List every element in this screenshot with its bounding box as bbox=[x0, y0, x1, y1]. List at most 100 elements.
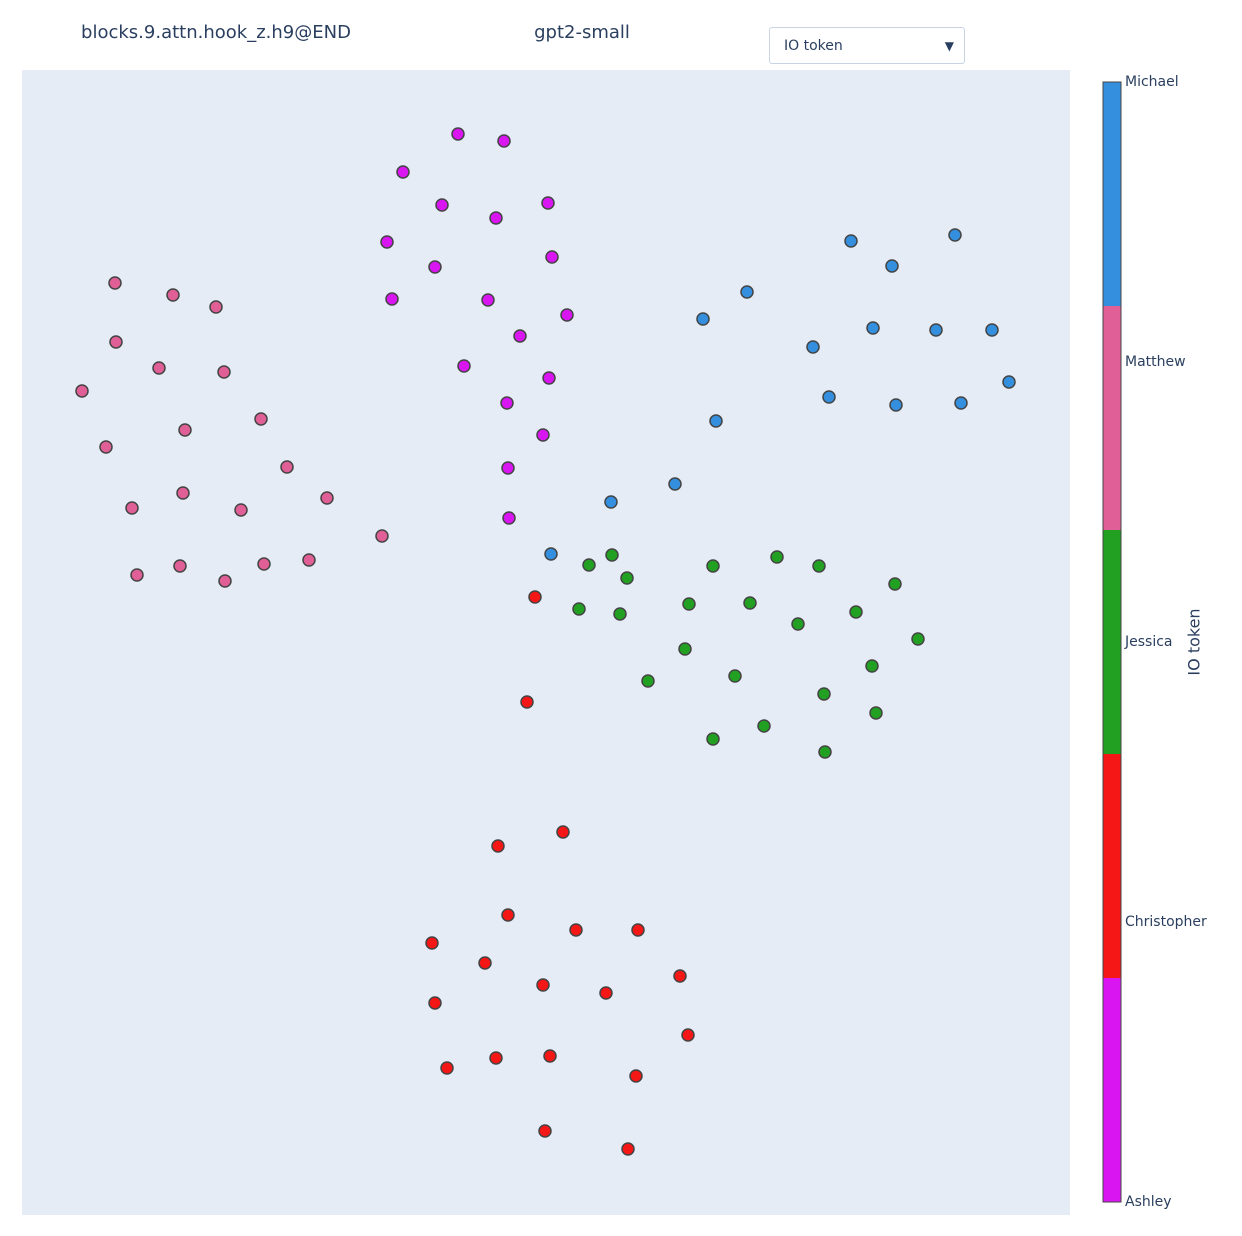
point bbox=[428, 996, 442, 1010]
point bbox=[543, 1049, 557, 1063]
point bbox=[75, 384, 89, 398]
point bbox=[556, 825, 570, 839]
point bbox=[544, 547, 558, 561]
colorbar-label: Michael bbox=[1125, 74, 1179, 90]
point bbox=[668, 477, 682, 491]
point bbox=[791, 617, 805, 631]
colorbar-segment bbox=[1103, 754, 1121, 978]
point bbox=[866, 321, 880, 335]
point bbox=[757, 719, 771, 733]
point bbox=[380, 235, 394, 249]
point bbox=[501, 908, 515, 922]
point bbox=[428, 260, 442, 274]
point bbox=[125, 501, 139, 515]
point bbox=[502, 511, 516, 525]
point bbox=[280, 460, 294, 474]
point bbox=[604, 495, 618, 509]
point bbox=[706, 732, 720, 746]
dropdown-arrow: ▼ bbox=[944, 39, 954, 53]
colorbar-label: Matthew bbox=[1125, 354, 1186, 370]
point bbox=[629, 1069, 643, 1083]
point bbox=[178, 423, 192, 437]
point bbox=[218, 574, 232, 588]
point bbox=[743, 596, 757, 610]
point bbox=[520, 695, 534, 709]
point bbox=[478, 956, 492, 970]
point bbox=[929, 323, 943, 337]
point bbox=[888, 577, 902, 591]
point bbox=[812, 559, 826, 573]
point bbox=[500, 396, 514, 410]
colorbar-segment bbox=[1103, 82, 1121, 306]
point bbox=[1002, 375, 1016, 389]
point bbox=[545, 250, 559, 264]
colorbar-border bbox=[1102, 81, 1122, 1203]
point bbox=[99, 440, 113, 454]
point bbox=[673, 969, 687, 983]
point bbox=[569, 923, 583, 937]
point bbox=[440, 1061, 454, 1075]
chart-subtitle: gpt2-small bbox=[534, 22, 630, 43]
point bbox=[605, 548, 619, 562]
point bbox=[108, 276, 122, 290]
point bbox=[217, 365, 231, 379]
point bbox=[302, 553, 316, 567]
point bbox=[599, 986, 613, 1000]
point bbox=[865, 659, 879, 673]
point bbox=[849, 605, 863, 619]
point bbox=[451, 127, 465, 141]
point bbox=[435, 198, 449, 212]
point bbox=[728, 669, 742, 683]
point bbox=[709, 414, 723, 428]
point bbox=[457, 359, 471, 373]
point bbox=[681, 1028, 695, 1042]
point bbox=[209, 300, 223, 314]
dropdown[interactable]: IO token ▼ bbox=[769, 27, 965, 64]
point bbox=[166, 288, 180, 302]
point bbox=[542, 371, 556, 385]
point bbox=[130, 568, 144, 582]
colorbar-segment bbox=[1103, 530, 1121, 754]
point bbox=[954, 396, 968, 410]
point bbox=[682, 597, 696, 611]
point bbox=[375, 529, 389, 543]
point bbox=[889, 398, 903, 412]
point bbox=[152, 361, 166, 375]
point bbox=[885, 259, 899, 273]
point bbox=[678, 642, 692, 656]
colorbar-label: Ashley bbox=[1125, 1194, 1172, 1210]
point bbox=[257, 557, 271, 571]
dropdown-label: IO token bbox=[784, 38, 843, 54]
point bbox=[489, 1051, 503, 1065]
point bbox=[254, 412, 268, 426]
point bbox=[541, 196, 555, 210]
point bbox=[538, 1124, 552, 1138]
point bbox=[696, 312, 710, 326]
point bbox=[582, 558, 596, 572]
colorbar-segment bbox=[1103, 306, 1121, 530]
chart-title: blocks.9.attn.hook_z.h9@END bbox=[81, 22, 351, 43]
point bbox=[385, 292, 399, 306]
point bbox=[173, 559, 187, 573]
point bbox=[818, 745, 832, 759]
point bbox=[706, 559, 720, 573]
point bbox=[396, 165, 410, 179]
point bbox=[621, 1142, 635, 1156]
point bbox=[844, 234, 858, 248]
colorbar-segment bbox=[1103, 978, 1121, 1202]
point bbox=[740, 285, 754, 299]
point bbox=[176, 486, 190, 500]
point bbox=[109, 335, 123, 349]
point bbox=[497, 134, 511, 148]
point bbox=[948, 228, 962, 242]
colorbar-title: IO token bbox=[1185, 608, 1204, 675]
point bbox=[560, 308, 574, 322]
colorbar-label: Christopher bbox=[1125, 914, 1207, 930]
point bbox=[822, 390, 836, 404]
point bbox=[536, 428, 550, 442]
point bbox=[631, 923, 645, 937]
point bbox=[425, 936, 439, 950]
point bbox=[491, 839, 505, 853]
